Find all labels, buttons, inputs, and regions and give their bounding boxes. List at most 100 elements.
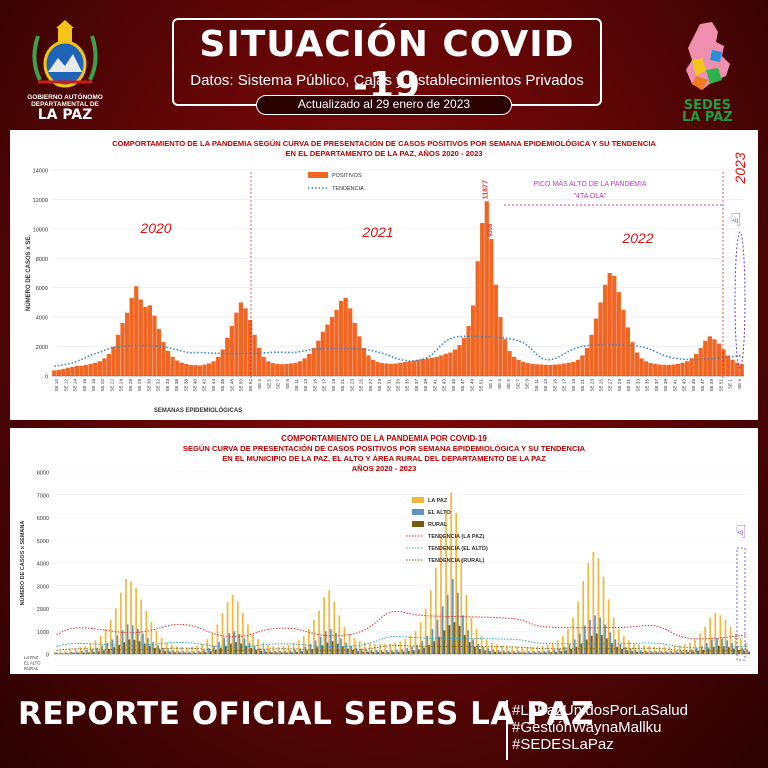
x-tick-label: SE 7 bbox=[276, 379, 281, 389]
bar-la-paz bbox=[384, 643, 386, 654]
bar-rural bbox=[433, 641, 436, 654]
bar-rural bbox=[733, 648, 735, 654]
bar bbox=[170, 356, 175, 376]
bar-rural bbox=[438, 636, 441, 654]
bar-rural bbox=[103, 650, 105, 654]
bar-la-paz bbox=[282, 646, 285, 654]
bar-el-alto bbox=[711, 639, 713, 654]
legend-label: TENDENCIA (RURAL) bbox=[428, 558, 484, 564]
x-tick-label: SE 43 bbox=[682, 379, 687, 392]
bar-el-alto bbox=[670, 651, 673, 654]
x-tick-label: SE 24 bbox=[119, 379, 124, 392]
bar-rural bbox=[646, 652, 649, 654]
x-tick-label: SE 16 bbox=[82, 379, 87, 392]
bar-el-alto bbox=[269, 650, 271, 654]
bar-el-alto bbox=[299, 648, 302, 654]
bar bbox=[502, 339, 508, 376]
x-tick-label: SE 25 bbox=[359, 379, 364, 392]
bar-la-paz bbox=[165, 642, 168, 654]
bar-la-paz bbox=[363, 642, 366, 654]
y-tick-label: 10000 bbox=[33, 227, 48, 233]
bar bbox=[366, 355, 371, 376]
bar-rural bbox=[738, 649, 740, 654]
y-tick-label: 6000 bbox=[36, 286, 48, 292]
bar bbox=[698, 348, 703, 376]
bar-el-alto bbox=[289, 650, 292, 654]
bar-el-alto bbox=[172, 650, 175, 654]
bar-rural bbox=[499, 652, 502, 654]
x-tick-label: SE 25 bbox=[598, 379, 603, 392]
bar bbox=[521, 362, 526, 376]
bar-el-alto bbox=[152, 642, 154, 654]
bar-rural bbox=[575, 646, 578, 654]
bar-el-alto bbox=[380, 650, 383, 654]
bar-la-paz bbox=[653, 646, 656, 654]
bar-el-alto bbox=[467, 630, 469, 654]
bar-el-alto bbox=[91, 649, 93, 654]
bar-rural bbox=[326, 642, 329, 654]
bar-el-alto bbox=[365, 649, 368, 654]
bar-rural bbox=[184, 652, 187, 654]
bar bbox=[188, 364, 193, 376]
bar bbox=[461, 337, 467, 376]
bar bbox=[584, 348, 590, 376]
bar bbox=[111, 346, 116, 376]
bar-la-paz bbox=[597, 558, 600, 654]
bar bbox=[735, 362, 740, 376]
highlight-box bbox=[736, 547, 746, 661]
bar bbox=[439, 355, 444, 376]
bar-rural bbox=[677, 652, 679, 654]
bar-rural bbox=[143, 643, 146, 654]
bar-la-paz bbox=[485, 639, 488, 654]
bar-rural bbox=[316, 647, 319, 654]
bar-rural bbox=[225, 645, 227, 654]
bar-rural bbox=[164, 650, 166, 654]
bar bbox=[539, 364, 544, 376]
x-tick-label: SE 29 bbox=[617, 379, 622, 392]
bar-la-paz bbox=[221, 613, 224, 654]
bar-rural bbox=[92, 651, 95, 654]
bar-la-paz bbox=[379, 644, 381, 654]
x-tick-label: SE 20 bbox=[100, 379, 105, 392]
bar-la-paz bbox=[69, 649, 71, 654]
x-tick-label: SE 49 bbox=[469, 379, 474, 392]
bar-la-paz bbox=[460, 558, 463, 654]
bar-el-alto bbox=[441, 606, 444, 654]
bar bbox=[175, 360, 180, 376]
bar-rural bbox=[702, 649, 705, 654]
bar-la-paz bbox=[587, 563, 590, 654]
bar-la-paz bbox=[658, 646, 661, 654]
bar-el-alto bbox=[162, 647, 165, 654]
bar bbox=[243, 308, 248, 376]
x-tick-label: SE 23 bbox=[349, 379, 354, 392]
bar bbox=[498, 317, 503, 376]
bar bbox=[480, 222, 485, 376]
bar-el-alto bbox=[233, 631, 236, 654]
y-tick-label: 0 bbox=[45, 375, 48, 381]
x-axis-label: SEMANAS EPIDEMIOLÓGICAS bbox=[154, 406, 242, 414]
bar-el-alto bbox=[279, 651, 281, 654]
bar bbox=[712, 339, 717, 376]
bar-el-alto bbox=[446, 594, 449, 654]
bar-rural bbox=[717, 645, 720, 654]
chart2-svg: 0 1000 2000 3000 4000 5000 6000 7000 8000 NÚMERO … bbox=[19, 471, 750, 672]
bar-la-paz bbox=[297, 640, 300, 654]
x-tick-label: SE 19 bbox=[571, 379, 576, 392]
bar bbox=[612, 275, 617, 376]
bar-el-alto bbox=[594, 615, 596, 654]
bar bbox=[675, 363, 681, 376]
bar-la-paz bbox=[435, 567, 437, 654]
bar bbox=[138, 299, 143, 376]
bar bbox=[607, 273, 612, 376]
x-tick-label: SE 9 bbox=[525, 379, 530, 389]
chart-department: COMPORTAMIENTO DE LA PANDEMIA SEGÚN CURV… bbox=[10, 130, 758, 420]
bar-la-paz bbox=[394, 642, 397, 654]
bar-rural bbox=[108, 648, 110, 654]
bar-rural bbox=[651, 652, 654, 654]
bar-rural bbox=[133, 639, 136, 654]
bar-la-paz bbox=[602, 576, 605, 654]
bar-la-paz bbox=[729, 626, 732, 654]
bar bbox=[416, 359, 421, 376]
bar-la-paz bbox=[409, 635, 412, 654]
bar-el-alto bbox=[86, 650, 88, 654]
